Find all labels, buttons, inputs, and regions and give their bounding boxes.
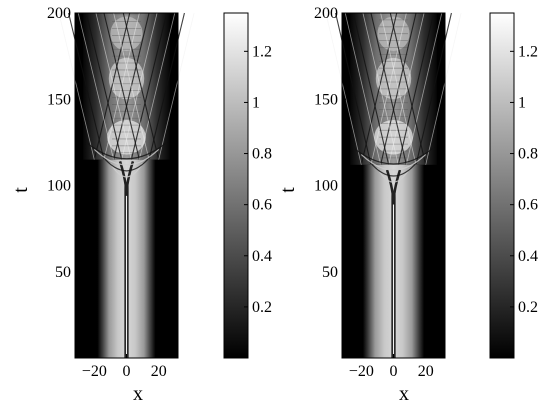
y-axis-label-2: t xyxy=(277,187,299,193)
colorbar-tick-label: 0.8 xyxy=(518,146,538,163)
colorbar-tick-label: 0.6 xyxy=(518,197,538,214)
y-tick-label: 50 xyxy=(322,264,338,281)
x-tick-label: 0 xyxy=(390,363,398,380)
y-tick-label: 200 xyxy=(47,5,71,22)
x-tick-label: 20 xyxy=(151,363,167,380)
colorbar-tick-label: 1 xyxy=(252,94,260,111)
colorbar-tick-label: 0.4 xyxy=(518,248,538,265)
heatmap-panel-2: −20 0 20 50 100 150 200 x t 0.2 0.4 0.6 0.8 1 1.2 xyxy=(277,5,538,404)
y-tick-label: 150 xyxy=(314,91,338,108)
y-tick-label: 50 xyxy=(55,264,71,281)
y-tick-label: 100 xyxy=(47,178,71,195)
y-axis-ticks-2: 50 100 150 200 xyxy=(314,5,346,281)
colorbar-tick-label: 0.8 xyxy=(252,146,272,163)
y-tick-label: 150 xyxy=(47,91,71,108)
heatmap-panel-1: −20 0 20 50 100 150 200 x t 0.2 0.4 0.6 0.8 1 1.2 xyxy=(10,5,272,404)
colorbar-tick-label: 0.2 xyxy=(518,299,538,316)
colorbar-tick-label: 0.2 xyxy=(252,299,272,316)
x-tick-label: 20 xyxy=(418,363,434,380)
heatmap-image-1 xyxy=(59,13,194,358)
colorbar-gradient-1 xyxy=(224,13,248,358)
colorbar-tick-label: 1 xyxy=(518,94,526,111)
colorbar-1: 0.2 0.4 0.6 0.8 1 1.2 xyxy=(224,13,272,358)
x-axis-label-1: x xyxy=(133,383,143,404)
colorbar-gradient-2 xyxy=(490,13,514,358)
colorbar-2: 0.2 0.4 0.6 0.8 1 1.2 xyxy=(490,13,538,358)
y-axis-label-1: t xyxy=(10,187,32,193)
colorbar-tick-label: 1.2 xyxy=(252,43,272,60)
y-tick-label: 100 xyxy=(314,178,338,195)
colorbar-tick-label: 0.6 xyxy=(252,197,272,214)
colorbar-tick-label: 0.4 xyxy=(252,248,272,265)
x-axis-label-2: x xyxy=(399,383,409,404)
heatmap-image-2 xyxy=(326,13,461,358)
y-tick-label: 200 xyxy=(314,5,338,22)
x-tick-label: −20 xyxy=(82,363,107,380)
x-tick-label: 0 xyxy=(123,363,131,380)
x-tick-label: −20 xyxy=(349,363,374,380)
y-axis-ticks-1: 50 100 150 200 xyxy=(47,5,79,281)
colorbar-tick-label: 1.2 xyxy=(518,43,538,60)
